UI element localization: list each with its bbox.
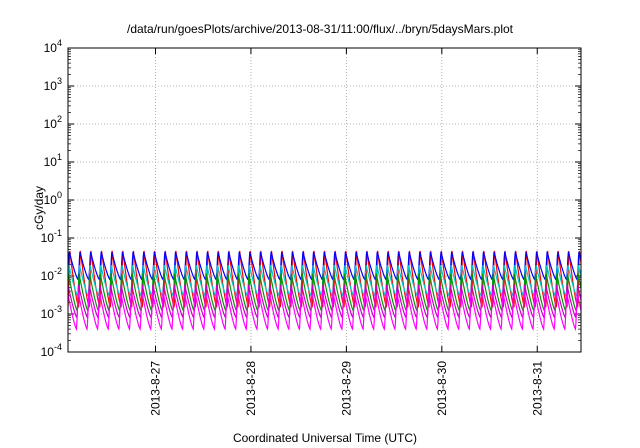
y-tick-label: 103 (44, 76, 62, 93)
y-tick-label: 101 (44, 152, 62, 169)
y-tick-label: 10-4 (41, 342, 62, 359)
y-tick-label: 10-1 (41, 228, 62, 245)
chart-title: /data/run/goesPlots/archive/2013-08-31/1… (127, 22, 513, 36)
x-axis-label: Coordinated Universal Time (UTC) (232, 431, 418, 445)
x-tick-label: 2013-8-28 (244, 361, 258, 416)
x-tick-label: 2013-8-27 (148, 361, 162, 416)
y-tick-label: 102 (44, 114, 62, 131)
plot-frame (67, 47, 582, 353)
series-line (68, 291, 581, 332)
x-tick-label: 2013-8-31 (530, 361, 544, 416)
y-tick-label: 10-3 (41, 304, 62, 321)
x-tick-label: 2013-8-30 (435, 361, 449, 416)
y-tick-label: 10-2 (41, 266, 62, 283)
series-line (68, 251, 581, 282)
x-tick-label: 2013-8-29 (339, 361, 353, 416)
y-tick-label: 100 (44, 190, 62, 207)
y-tick-label: 104 (44, 38, 62, 55)
